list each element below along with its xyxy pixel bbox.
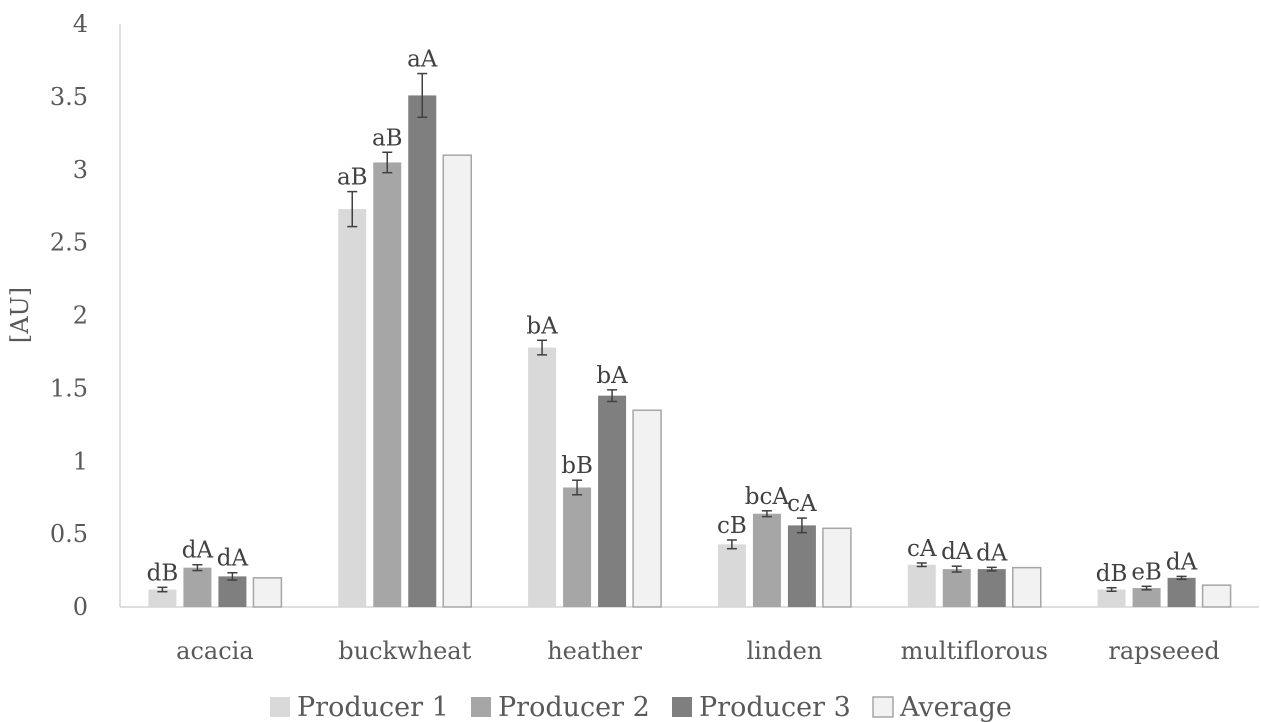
error-bar — [796, 517, 807, 534]
error-bar — [227, 571, 238, 581]
significance-label: dB — [1096, 561, 1128, 587]
error-bar — [726, 539, 737, 550]
legend-item: Average — [872, 692, 1012, 722]
legend-swatch — [672, 697, 692, 717]
significance-label: eB — [1131, 559, 1162, 585]
significance-label: aB — [337, 165, 368, 191]
bar — [787, 525, 816, 607]
error-bar — [157, 586, 168, 593]
x-tick-label: rapseeed — [1108, 637, 1219, 665]
x-tick-label: multiflorous — [901, 637, 1048, 665]
significance-label: bA — [526, 313, 558, 339]
bar — [598, 395, 627, 607]
bar — [528, 347, 557, 607]
significance-label: cA — [907, 536, 937, 562]
y-tick-label: 0 — [73, 593, 88, 621]
error-bar — [761, 510, 772, 518]
significance-label: cA — [787, 491, 817, 517]
y-tick-label: 1 — [73, 447, 88, 475]
error-bar — [347, 190, 358, 228]
legend-item: Producer 3 — [672, 692, 851, 722]
legend-label: Average — [899, 692, 1012, 722]
significance-label: bA — [596, 363, 628, 389]
significance-label: aB — [372, 125, 403, 151]
legend-label: Producer 3 — [699, 692, 851, 722]
significance-label: cB — [717, 513, 747, 539]
x-tick-label: linden — [746, 637, 822, 665]
significance-label: dA — [1166, 549, 1198, 575]
y-tick-label: 3.5 — [50, 83, 88, 111]
bar — [373, 162, 402, 607]
significance-label: dB — [147, 560, 179, 586]
legend-item: Producer 1 — [270, 692, 449, 722]
bar — [1097, 589, 1126, 607]
bar — [752, 513, 781, 607]
x-tick-label: heather — [547, 637, 642, 665]
legend-label: Producer 1 — [297, 692, 449, 722]
y-tick-label: 1.5 — [50, 374, 88, 402]
bar — [977, 569, 1006, 607]
bar — [1201, 584, 1232, 608]
y-tick-label: 0.5 — [50, 520, 88, 548]
bar — [717, 544, 746, 607]
significance-label: dA — [976, 540, 1008, 566]
significance-label: bB — [561, 453, 593, 479]
legend-swatch — [270, 697, 290, 717]
error-bar — [1176, 575, 1187, 581]
bar — [942, 569, 971, 607]
bar — [822, 527, 852, 608]
significance-label: dA — [941, 539, 973, 565]
error-bar — [916, 562, 927, 568]
error-bar — [986, 566, 997, 572]
bar — [632, 409, 662, 608]
bar — [148, 589, 177, 607]
bar — [1012, 566, 1042, 608]
error-bar — [1141, 585, 1152, 591]
bar — [338, 209, 367, 608]
bar — [1167, 577, 1196, 607]
legend-label: Producer 2 — [498, 692, 650, 722]
error-bar — [1106, 587, 1117, 593]
y-tick-label: 4 — [73, 10, 88, 38]
bar — [442, 154, 472, 608]
y-tick-label: 2.5 — [50, 229, 88, 257]
bar — [1132, 588, 1161, 607]
error-bar — [382, 151, 393, 174]
y-tick-label: 2 — [73, 302, 88, 330]
significance-label: bcA — [745, 484, 790, 510]
legend-swatch — [872, 696, 894, 718]
y-axis-label: [AU] — [6, 287, 34, 343]
legend-item: Producer 2 — [471, 692, 650, 722]
error-bar — [537, 339, 548, 356]
legend-swatch — [471, 697, 491, 717]
error-bar — [192, 563, 203, 572]
bar — [218, 576, 247, 607]
error-bar — [951, 565, 962, 573]
bar — [183, 567, 212, 607]
bar — [907, 564, 936, 607]
error-bar — [572, 479, 583, 496]
significance-label: dA — [182, 538, 214, 564]
error-bar — [607, 389, 618, 403]
bar — [252, 577, 283, 608]
significance-label: aA — [407, 47, 438, 73]
error-bar — [417, 72, 428, 119]
x-tick-label: acacia — [176, 637, 253, 665]
x-tick-label: buckwheat — [338, 637, 471, 665]
bar — [563, 487, 592, 607]
bar — [408, 95, 437, 607]
y-tick-label: 3 — [73, 156, 88, 184]
significance-label: dA — [217, 546, 249, 572]
